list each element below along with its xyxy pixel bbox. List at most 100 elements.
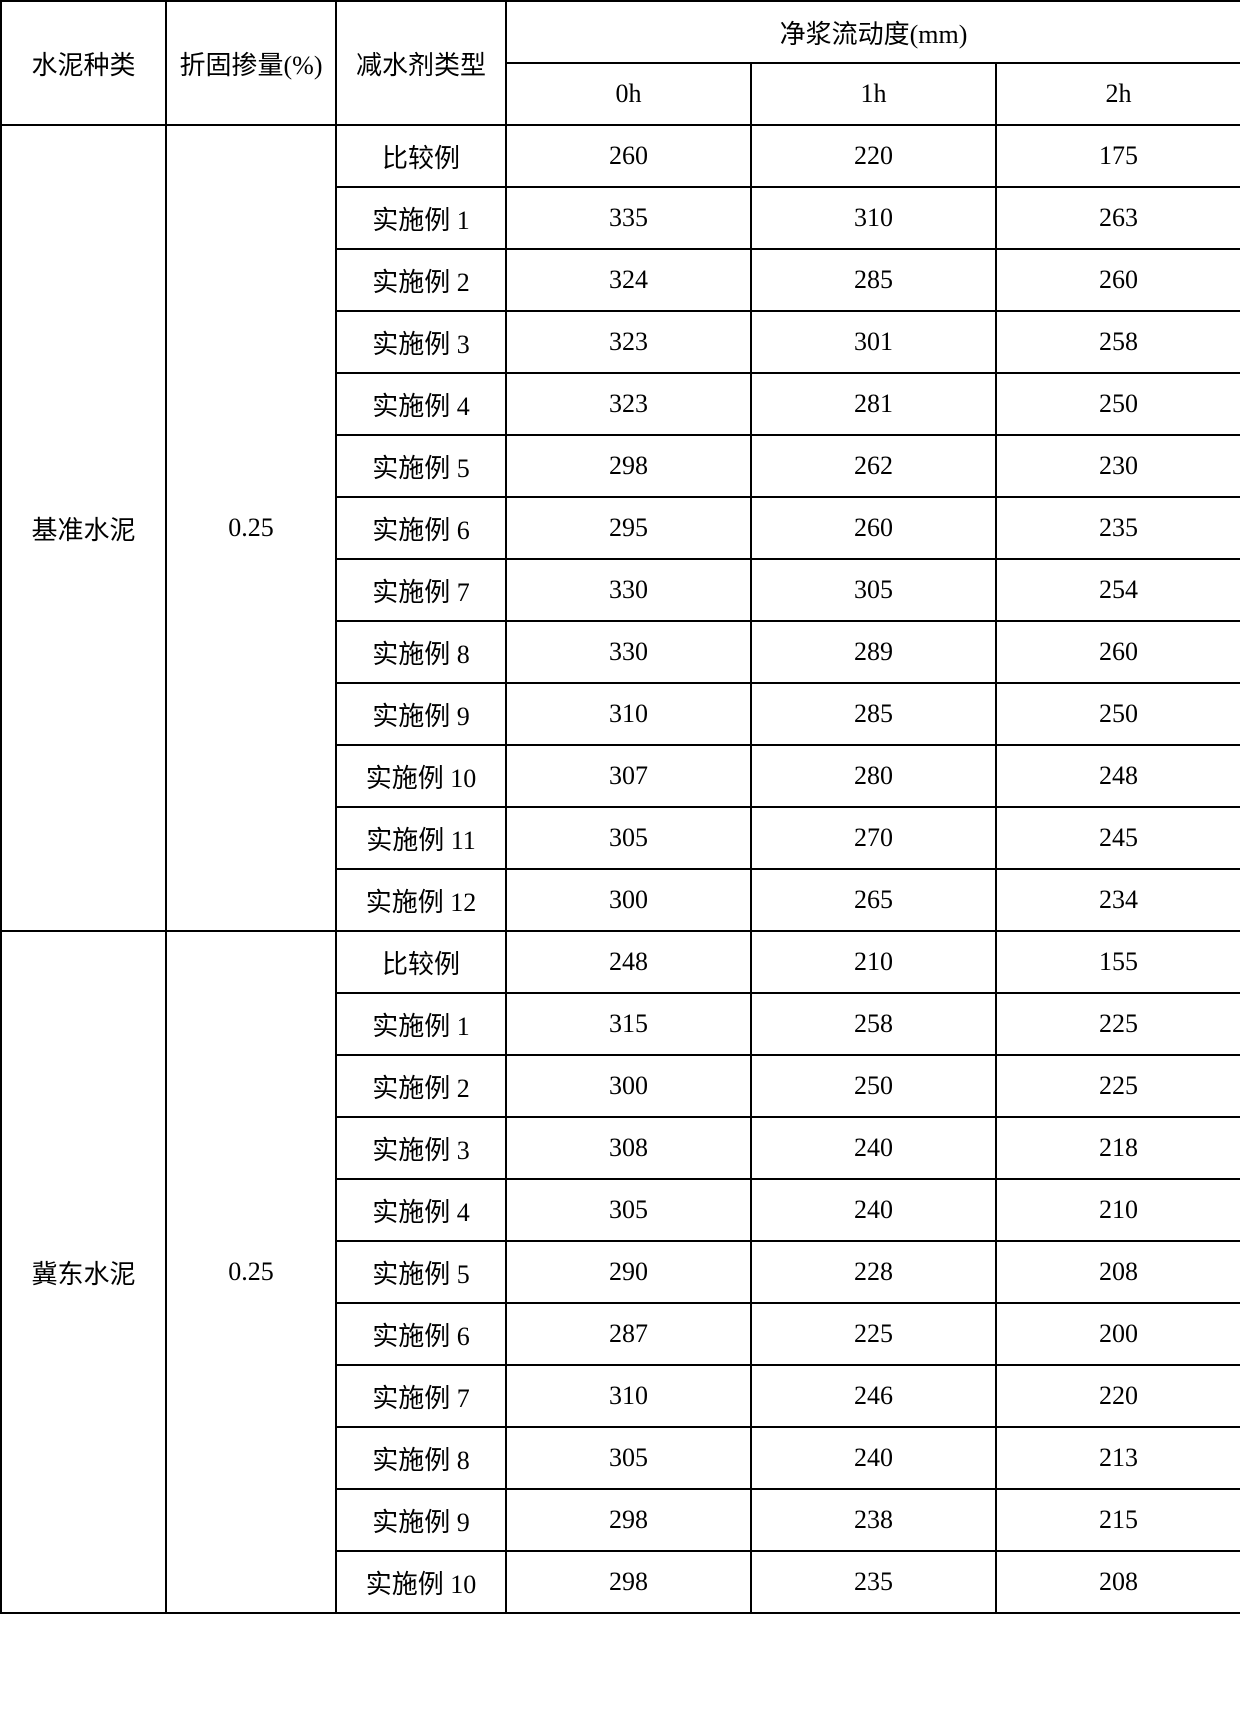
cell-reducer-type: 实施例 5 <box>336 1241 506 1303</box>
cell-value: 335 <box>506 187 751 249</box>
cell-reducer-type: 实施例 2 <box>336 1055 506 1117</box>
cell-value: 308 <box>506 1117 751 1179</box>
cell-value: 240 <box>751 1179 996 1241</box>
cell-reducer-type: 实施例 9 <box>336 683 506 745</box>
col-header-dosage: 折固掺量(%) <box>166 1 336 125</box>
cell-value: 300 <box>506 869 751 931</box>
cell-value: 324 <box>506 249 751 311</box>
cell-value: 230 <box>996 435 1240 497</box>
col-header-fluidity: 净浆流动度(mm) <box>506 1 1240 63</box>
cell-value: 323 <box>506 311 751 373</box>
cell-reducer-type: 实施例 11 <box>336 807 506 869</box>
cell-value: 254 <box>996 559 1240 621</box>
cell-reducer-type: 实施例 6 <box>336 497 506 559</box>
cell-value: 175 <box>996 125 1240 187</box>
cell-value: 281 <box>751 373 996 435</box>
cell-value: 310 <box>506 683 751 745</box>
cell-value: 208 <box>996 1241 1240 1303</box>
cell-reducer-type: 实施例 8 <box>336 1427 506 1489</box>
cell-reducer-type: 实施例 10 <box>336 1551 506 1613</box>
cell-reducer-type: 实施例 10 <box>336 745 506 807</box>
cell-reducer-type: 比较例 <box>336 931 506 993</box>
cell-value: 238 <box>751 1489 996 1551</box>
cell-value: 155 <box>996 931 1240 993</box>
cell-value: 208 <box>996 1551 1240 1613</box>
cell-value: 260 <box>506 125 751 187</box>
cell-reducer-type: 实施例 12 <box>336 869 506 931</box>
cell-value: 210 <box>751 931 996 993</box>
cell-value: 260 <box>751 497 996 559</box>
cell-reducer-type: 实施例 1 <box>336 993 506 1055</box>
cell-reducer-type: 实施例 5 <box>336 435 506 497</box>
cell-reducer-type: 实施例 1 <box>336 187 506 249</box>
col-header-2h: 2h <box>996 63 1240 125</box>
cell-value: 265 <box>751 869 996 931</box>
cell-value: 250 <box>996 373 1240 435</box>
cell-value: 220 <box>996 1365 1240 1427</box>
cell-reducer-type: 实施例 8 <box>336 621 506 683</box>
table-row: 冀东水泥0.25比较例248210155 <box>1 931 1240 993</box>
cell-value: 305 <box>506 1427 751 1489</box>
cell-dosage: 0.25 <box>166 125 336 931</box>
cell-value: 218 <box>996 1117 1240 1179</box>
cell-cement-type: 冀东水泥 <box>1 931 166 1613</box>
cell-value: 235 <box>996 497 1240 559</box>
cell-reducer-type: 实施例 3 <box>336 311 506 373</box>
cell-value: 250 <box>996 683 1240 745</box>
cell-value: 300 <box>506 1055 751 1117</box>
col-header-cement-type: 水泥种类 <box>1 1 166 125</box>
cell-value: 310 <box>506 1365 751 1427</box>
cell-value: 263 <box>996 187 1240 249</box>
cell-value: 330 <box>506 559 751 621</box>
cell-value: 235 <box>751 1551 996 1613</box>
cell-value: 248 <box>996 745 1240 807</box>
col-header-reducer-type: 减水剂类型 <box>336 1 506 125</box>
cell-value: 258 <box>751 993 996 1055</box>
cell-reducer-type: 实施例 6 <box>336 1303 506 1365</box>
cell-value: 258 <box>996 311 1240 373</box>
cell-value: 280 <box>751 745 996 807</box>
table-body: 基准水泥0.25比较例260220175实施例 1335310263实施例 23… <box>1 125 1240 1613</box>
cell-value: 262 <box>751 435 996 497</box>
cell-value: 289 <box>751 621 996 683</box>
cell-value: 250 <box>751 1055 996 1117</box>
cell-value: 298 <box>506 435 751 497</box>
cell-value: 220 <box>751 125 996 187</box>
cell-value: 298 <box>506 1551 751 1613</box>
cell-value: 323 <box>506 373 751 435</box>
cell-value: 305 <box>751 559 996 621</box>
cell-value: 290 <box>506 1241 751 1303</box>
col-header-0h: 0h <box>506 63 751 125</box>
cell-value: 310 <box>751 187 996 249</box>
cell-value: 305 <box>506 807 751 869</box>
cell-value: 287 <box>506 1303 751 1365</box>
cell-cement-type: 基准水泥 <box>1 125 166 931</box>
cell-value: 285 <box>751 249 996 311</box>
cell-value: 246 <box>751 1365 996 1427</box>
cell-value: 225 <box>996 993 1240 1055</box>
cell-value: 307 <box>506 745 751 807</box>
cell-value: 225 <box>751 1303 996 1365</box>
cell-value: 315 <box>506 993 751 1055</box>
cell-value: 228 <box>751 1241 996 1303</box>
cell-value: 245 <box>996 807 1240 869</box>
table-row: 基准水泥0.25比较例260220175 <box>1 125 1240 187</box>
cell-value: 285 <box>751 683 996 745</box>
cell-value: 210 <box>996 1179 1240 1241</box>
cell-dosage: 0.25 <box>166 931 336 1613</box>
cell-value: 215 <box>996 1489 1240 1551</box>
cell-reducer-type: 实施例 7 <box>336 1365 506 1427</box>
cell-value: 240 <box>751 1427 996 1489</box>
cell-value: 301 <box>751 311 996 373</box>
cell-value: 200 <box>996 1303 1240 1365</box>
cell-value: 305 <box>506 1179 751 1241</box>
cell-reducer-type: 实施例 4 <box>336 373 506 435</box>
col-header-1h: 1h <box>751 63 996 125</box>
table-head: 水泥种类 折固掺量(%) 减水剂类型 净浆流动度(mm) 0h 1h 2h <box>1 1 1240 125</box>
cell-reducer-type: 实施例 3 <box>336 1117 506 1179</box>
data-table: 水泥种类 折固掺量(%) 减水剂类型 净浆流动度(mm) 0h 1h 2h 基准… <box>0 0 1240 1614</box>
cell-value: 225 <box>996 1055 1240 1117</box>
cell-value: 295 <box>506 497 751 559</box>
cell-reducer-type: 实施例 7 <box>336 559 506 621</box>
cell-value: 213 <box>996 1427 1240 1489</box>
